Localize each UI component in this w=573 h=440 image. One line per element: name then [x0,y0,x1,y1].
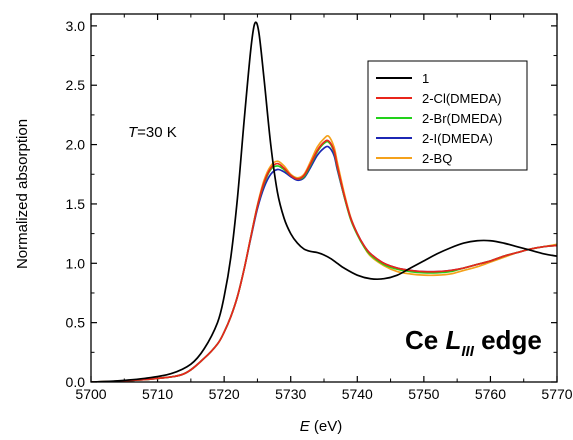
y-tick-labels: 0.0 0.5 1.0 1.5 2.0 2.5 3.0 [66,18,86,390]
y-tick-label: 3.0 [66,18,86,34]
x-tick-label: 5750 [408,386,439,402]
y-tick-label: 2.0 [66,137,86,153]
x-tick-label: 5760 [475,386,506,402]
x-tick-labels: 5700 5710 5720 5730 5740 5750 5760 5770 [75,386,572,402]
legend-label: 2-BQ [422,151,452,166]
legend: 1 2-Cl(DMEDA) 2-Br(DMEDA) 2-I(DMEDA) 2-BQ [367,60,528,171]
legend-label: 2-Cl(DMEDA) [422,91,501,106]
legend-box [367,60,528,171]
series-line-2-cl-dmeda [91,139,557,382]
series-line-reference [91,21,557,382]
legend-label: 2-I(DMEDA) [422,131,493,146]
x-tick-label: 5730 [275,386,306,402]
legend-label: 2-Br(DMEDA) [422,111,502,126]
x-tick-label: 5710 [142,386,173,402]
y-tick-label: 1.0 [66,255,86,271]
y-tick-label: 2.5 [66,77,86,93]
x-tick-label: 5740 [342,386,373,402]
edge-label: Ce LIII edge [405,325,542,360]
y-tick-label: 1.5 [66,196,86,212]
y-tick-label: 0.0 [66,374,86,390]
y-axis-title: Normalized absorption [14,119,31,269]
plot-frame [90,13,558,383]
temperature-annotation: T=30 K [128,124,177,141]
series-lines [91,21,557,382]
x-tick-label: 5700 [75,386,106,402]
x-axis-title: E (eV) [300,418,343,435]
x-tick-label: 5720 [209,386,240,402]
legend-label: 1 [422,71,429,86]
x-tick-label: 5770 [541,386,572,402]
y-tick-label: 0.5 [66,315,86,331]
